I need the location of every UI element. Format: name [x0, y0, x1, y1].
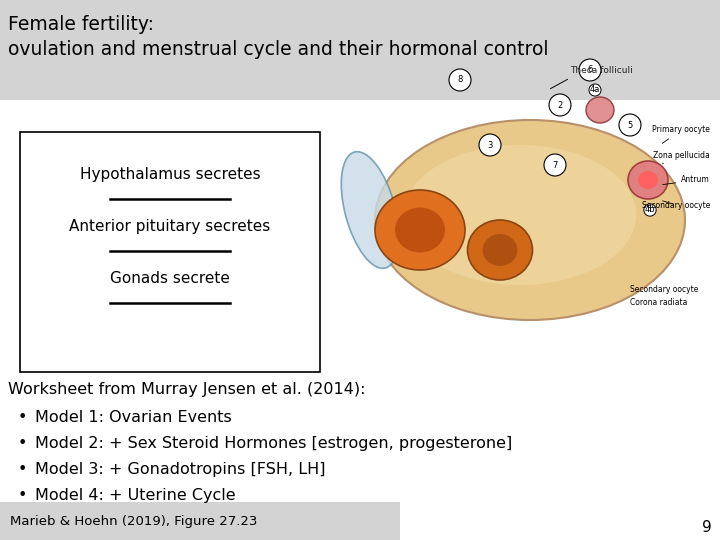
Bar: [0, 502, 400, 540]
Text: Model 4: + Uterine Cycle: Model 4: + Uterine Cycle: [35, 488, 235, 503]
Ellipse shape: [404, 145, 636, 285]
Text: •: •: [18, 488, 27, 503]
Text: Model 2: + Sex Steroid Hormones [estrogen, progesterone]: Model 2: + Sex Steroid Hormones [estroge…: [35, 436, 512, 451]
Bar: [20, 132, 320, 372]
Text: Model 1: Ovarian Events: Model 1: Ovarian Events: [35, 410, 232, 425]
Text: Model 3: + Gonadotropins [FSH, LH]: Model 3: + Gonadotropins [FSH, LH]: [35, 462, 325, 477]
Text: Gonads secrete: Gonads secrete: [110, 271, 230, 286]
Text: Marieb & Hoehn (2019), Figure 27.23: Marieb & Hoehn (2019), Figure 27.23: [10, 515, 257, 528]
Text: •: •: [18, 410, 27, 425]
Circle shape: [579, 59, 601, 81]
Ellipse shape: [341, 152, 399, 268]
Ellipse shape: [467, 220, 533, 280]
Circle shape: [479, 134, 501, 156]
Text: 4a: 4a: [590, 85, 600, 94]
Bar: [0, 0, 720, 100]
Ellipse shape: [628, 161, 668, 199]
Ellipse shape: [375, 190, 465, 270]
Circle shape: [544, 154, 566, 176]
Text: 5: 5: [627, 120, 633, 130]
Text: •: •: [18, 436, 27, 451]
Ellipse shape: [586, 97, 614, 123]
Text: Antrum: Antrum: [662, 176, 710, 185]
Ellipse shape: [482, 234, 518, 266]
Ellipse shape: [395, 207, 445, 253]
Text: Hypothalamus secretes: Hypothalamus secretes: [80, 167, 261, 182]
Text: Secondary oocyte: Secondary oocyte: [630, 285, 698, 294]
Text: Zona pellucida: Zona pellucida: [653, 151, 710, 164]
Circle shape: [549, 94, 571, 116]
Text: Anterior pituitary secretes: Anterior pituitary secretes: [69, 219, 271, 234]
Ellipse shape: [638, 171, 658, 189]
Text: 2: 2: [557, 100, 562, 110]
Text: 3: 3: [487, 140, 492, 150]
Circle shape: [449, 69, 471, 91]
Text: Theca folliculi: Theca folliculi: [570, 66, 633, 75]
Text: 7: 7: [552, 160, 558, 170]
Text: •: •: [18, 462, 27, 477]
Text: 4b: 4b: [644, 206, 655, 214]
Text: 9: 9: [702, 520, 712, 535]
Text: Corona radiata: Corona radiata: [630, 298, 688, 307]
Text: ovulation and menstrual cycle and their hormonal control: ovulation and menstrual cycle and their …: [8, 40, 549, 59]
Text: 8: 8: [457, 76, 463, 84]
Ellipse shape: [375, 120, 685, 320]
Text: Female fertility:: Female fertility:: [8, 15, 154, 34]
Text: 6: 6: [588, 65, 593, 75]
Circle shape: [619, 114, 641, 136]
Text: Worksheet from Murray Jensen et al. (2014):: Worksheet from Murray Jensen et al. (201…: [8, 382, 366, 397]
Text: Primary oocyte: Primary oocyte: [652, 125, 710, 144]
Text: Secondary oocyte: Secondary oocyte: [642, 200, 710, 210]
